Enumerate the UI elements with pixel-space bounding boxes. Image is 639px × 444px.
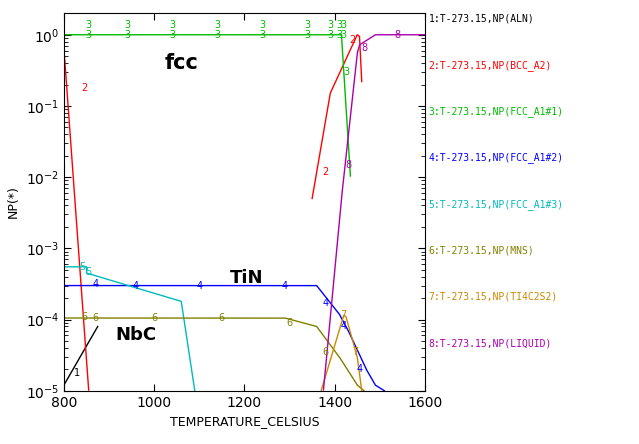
Text: 2: 2 (81, 83, 88, 93)
Text: 3: 3 (343, 67, 349, 77)
Text: 6: 6 (151, 313, 157, 323)
Text: 1: 1 (74, 368, 81, 377)
Text: 6: 6 (81, 312, 88, 321)
Text: 5: 5 (79, 262, 85, 272)
Text: 8:T-273.15,NP(LIQUID): 8:T-273.15,NP(LIQUID) (429, 338, 552, 348)
Text: 1:T-273.15,NP(ALN): 1:T-273.15,NP(ALN) (429, 13, 534, 24)
Text: fcc: fcc (164, 53, 198, 73)
Text: TiN: TiN (230, 269, 263, 287)
Text: 3: 3 (341, 20, 347, 31)
Text: 6: 6 (219, 313, 225, 323)
Text: 4: 4 (357, 364, 362, 374)
Text: NbC: NbC (116, 326, 157, 344)
Text: 3:T-273.15,NP(FCC_A1#1): 3:T-273.15,NP(FCC_A1#1) (429, 106, 564, 117)
Text: 2: 2 (323, 166, 329, 177)
Text: 4: 4 (93, 278, 98, 289)
Text: 3: 3 (124, 30, 130, 40)
Text: 3: 3 (86, 20, 92, 31)
Text: 3: 3 (305, 20, 311, 31)
Text: 3: 3 (327, 20, 333, 31)
Text: 3: 3 (259, 30, 266, 40)
Text: 6:T-273.15,NP(MNS): 6:T-273.15,NP(MNS) (429, 246, 534, 255)
Text: 4: 4 (133, 281, 139, 290)
Text: 6: 6 (323, 347, 328, 357)
Text: 2: 2 (350, 35, 356, 45)
Text: 4: 4 (196, 281, 203, 290)
Text: 3: 3 (124, 20, 130, 31)
Text: 6: 6 (286, 318, 293, 328)
Text: 2:T-273.15,NP(BCC_A2): 2:T-273.15,NP(BCC_A2) (429, 60, 552, 71)
Text: 4:T-273.15,NP(FCC_A1#2): 4:T-273.15,NP(FCC_A1#2) (429, 153, 564, 163)
Text: 8: 8 (345, 159, 351, 170)
Text: 5:T-273.15,NP(FCC_A1#3): 5:T-273.15,NP(FCC_A1#3) (429, 199, 564, 210)
Text: 5: 5 (86, 267, 92, 278)
Text: 6: 6 (93, 313, 98, 323)
Text: 8: 8 (361, 43, 367, 53)
Text: 4: 4 (323, 298, 328, 308)
Text: 7:T-273.15,NP(TI4C2S2): 7:T-273.15,NP(TI4C2S2) (429, 292, 558, 302)
Text: 3: 3 (305, 30, 311, 40)
Text: 3: 3 (214, 20, 220, 31)
Text: 3: 3 (341, 30, 347, 40)
Text: 3: 3 (327, 30, 333, 40)
Text: 3: 3 (169, 20, 175, 31)
Text: 8: 8 (395, 30, 401, 40)
Text: 4: 4 (282, 281, 288, 290)
Text: 3: 3 (86, 30, 92, 40)
Text: 7: 7 (352, 347, 358, 357)
Y-axis label: NP(*): NP(*) (7, 186, 20, 218)
X-axis label: TEMPERATURE_CELSIUS: TEMPERATURE_CELSIUS (169, 415, 320, 428)
Text: 3: 3 (336, 20, 343, 31)
Text: 3: 3 (169, 30, 175, 40)
Text: 3: 3 (214, 30, 220, 40)
Text: 4: 4 (341, 321, 347, 331)
Text: 7: 7 (341, 310, 347, 320)
Text: 3: 3 (259, 20, 266, 31)
Text: 3: 3 (336, 30, 343, 40)
